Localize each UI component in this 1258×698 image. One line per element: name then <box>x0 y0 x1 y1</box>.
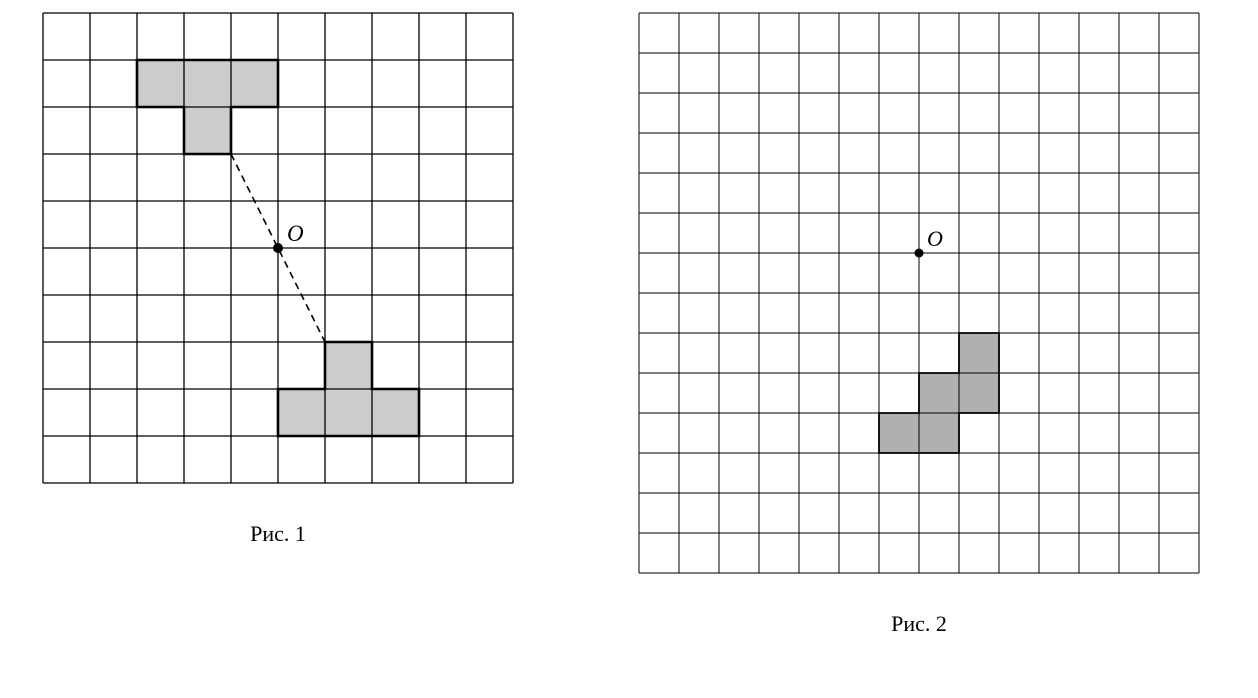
svg-text:O: O <box>927 226 943 251</box>
figure-2: O Рис. 2 <box>636 10 1202 637</box>
figure-1-svg: O <box>40 10 516 486</box>
figure-2-caption: Рис. 2 <box>891 611 947 637</box>
figure-1-caption: Рис. 1 <box>250 521 306 547</box>
figure-1: O Рис. 1 <box>40 10 516 637</box>
svg-text:O: O <box>287 221 304 246</box>
figure-2-svg: O <box>636 10 1202 576</box>
